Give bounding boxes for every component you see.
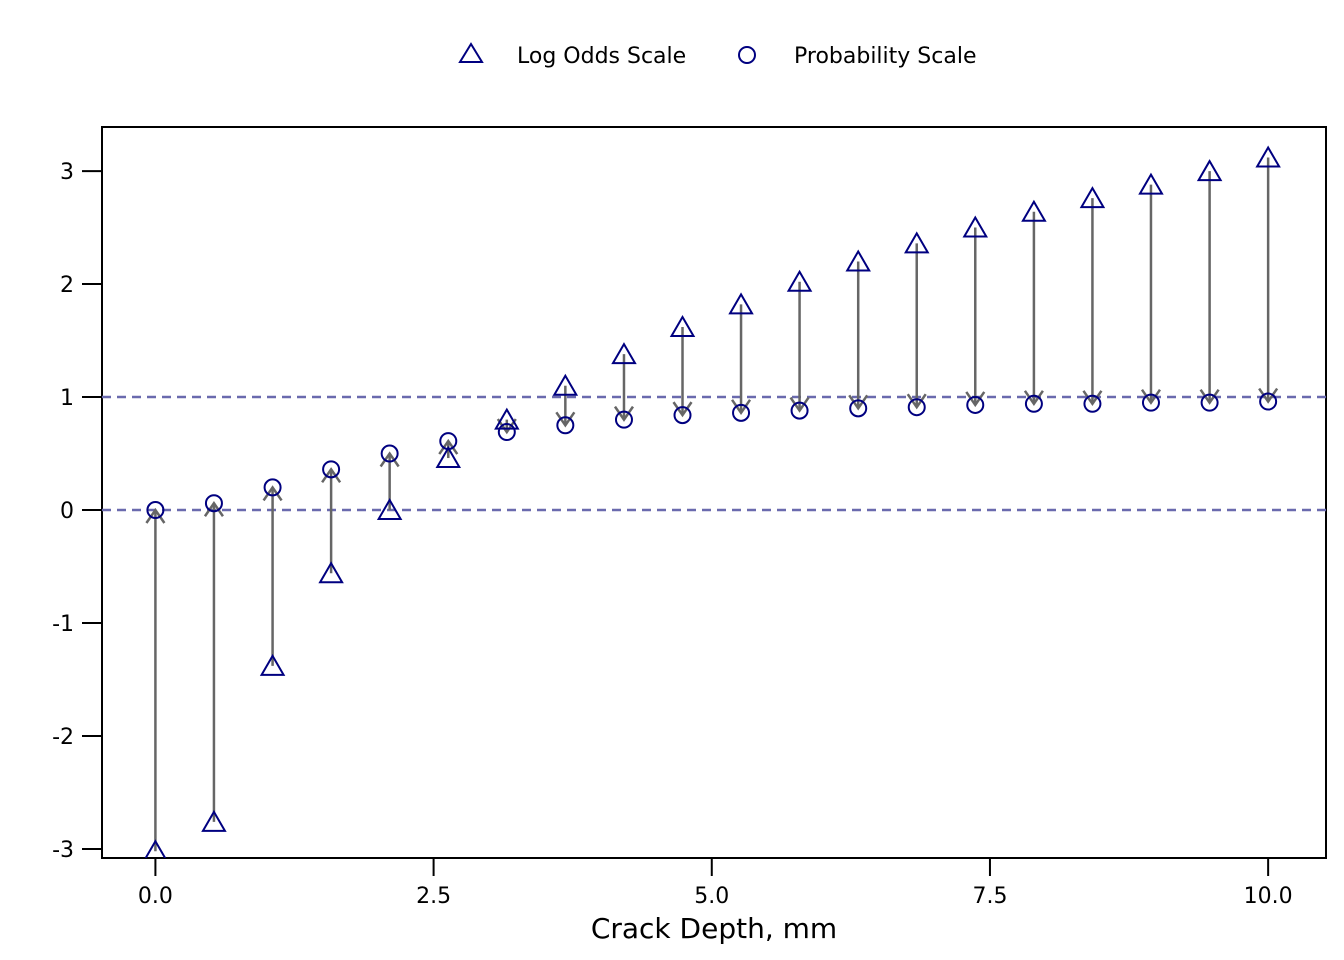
probability-point: [907, 398, 926, 417]
log-odds-point: [786, 269, 813, 292]
log-odds-point: [144, 839, 167, 858]
arrow: [731, 304, 752, 416]
probability-point: [966, 395, 985, 414]
arrow: [613, 354, 635, 422]
arrow: [1140, 184, 1161, 405]
arrow: [906, 243, 927, 410]
y-tick-label: -3: [52, 838, 74, 863]
y-tick-label: -1: [52, 612, 74, 637]
legend-label-log-odds: Log Odds Scale: [517, 44, 686, 69]
legend-label-probability: Probability Scale: [794, 44, 976, 69]
x-tick-label: 0.0: [138, 884, 173, 909]
log-odds-point: [494, 407, 520, 430]
legend-triangle-icon: [458, 42, 484, 63]
y-tick-label: 0: [60, 499, 74, 524]
x-tick-label: 7.5: [972, 884, 1007, 909]
log-odds-point: [669, 314, 696, 337]
probability-point: [146, 501, 165, 520]
probability-point: [439, 432, 458, 451]
probability-point: [1141, 393, 1160, 412]
probability-point: [1259, 392, 1278, 411]
log-odds-point: [318, 561, 344, 584]
probability-point: [1200, 393, 1219, 412]
reference-lines: [102, 395, 1326, 512]
probability-point: [673, 406, 692, 425]
arrows: [145, 157, 1279, 852]
arrow: [203, 501, 224, 822]
arrow: [496, 418, 517, 435]
markers: [144, 145, 1281, 858]
log-odds-point: [611, 342, 637, 365]
probability-point: [497, 423, 516, 442]
probability-point: [732, 403, 751, 422]
y-tick-label: -2: [52, 725, 74, 750]
legend-circle-icon: [738, 46, 756, 64]
legend: Log Odds Scale Probability Scale: [458, 42, 976, 69]
arrow: [1023, 211, 1044, 407]
log-odds-point: [1079, 186, 1106, 209]
x-tick-label: 10.0: [1244, 884, 1293, 909]
x-axis-title: Crack Depth, mm: [591, 912, 837, 945]
log-odds-point: [376, 498, 403, 521]
y-tick-label: 1: [60, 386, 74, 411]
arrow: [145, 507, 166, 852]
arrow: [1199, 171, 1220, 405]
probability-point: [322, 460, 341, 479]
log-odds-point: [845, 249, 871, 272]
arrow: [555, 385, 576, 428]
probability-point: [1083, 394, 1102, 413]
probability-point: [380, 444, 399, 463]
probability-point: [263, 478, 282, 497]
probability-point: [614, 410, 633, 429]
log-odds-point: [1021, 199, 1047, 222]
log-odds-point: [1255, 145, 1281, 168]
x-axis: 0.0 2.5 5.0 7.5 10.0: [138, 858, 1293, 909]
log-odds-point: [259, 653, 286, 676]
log-odds-point: [904, 231, 930, 254]
probability-point: [1024, 394, 1043, 413]
arrow: [965, 227, 986, 408]
log-odds-point: [1138, 172, 1164, 195]
log-odds-point: [1196, 159, 1223, 182]
arrow: [1258, 157, 1279, 404]
arrow: [321, 467, 342, 574]
plot-frame: [101, 126, 1327, 859]
arrow: [848, 261, 869, 411]
arrow: [262, 485, 283, 666]
x-tick-label: 5.0: [694, 884, 729, 909]
log-odds-point: [552, 373, 579, 396]
y-axis: -3 -2 -1 0 1 2 3: [52, 160, 102, 863]
probability-point: [204, 494, 223, 513]
arrow: [672, 326, 693, 418]
probability-point: [790, 401, 809, 420]
probability-point: [556, 416, 575, 435]
log-odds-point: [201, 809, 227, 832]
log-odds-point: [435, 446, 462, 469]
log-odds-point: [962, 215, 989, 238]
arrow: [1082, 198, 1103, 407]
x-tick-label: 2.5: [416, 884, 451, 909]
probability-point: [849, 399, 868, 418]
y-tick-label: 2: [60, 273, 74, 298]
arrow: [789, 281, 810, 413]
log-odds-point: [728, 292, 754, 315]
y-tick-label: 3: [60, 160, 74, 185]
